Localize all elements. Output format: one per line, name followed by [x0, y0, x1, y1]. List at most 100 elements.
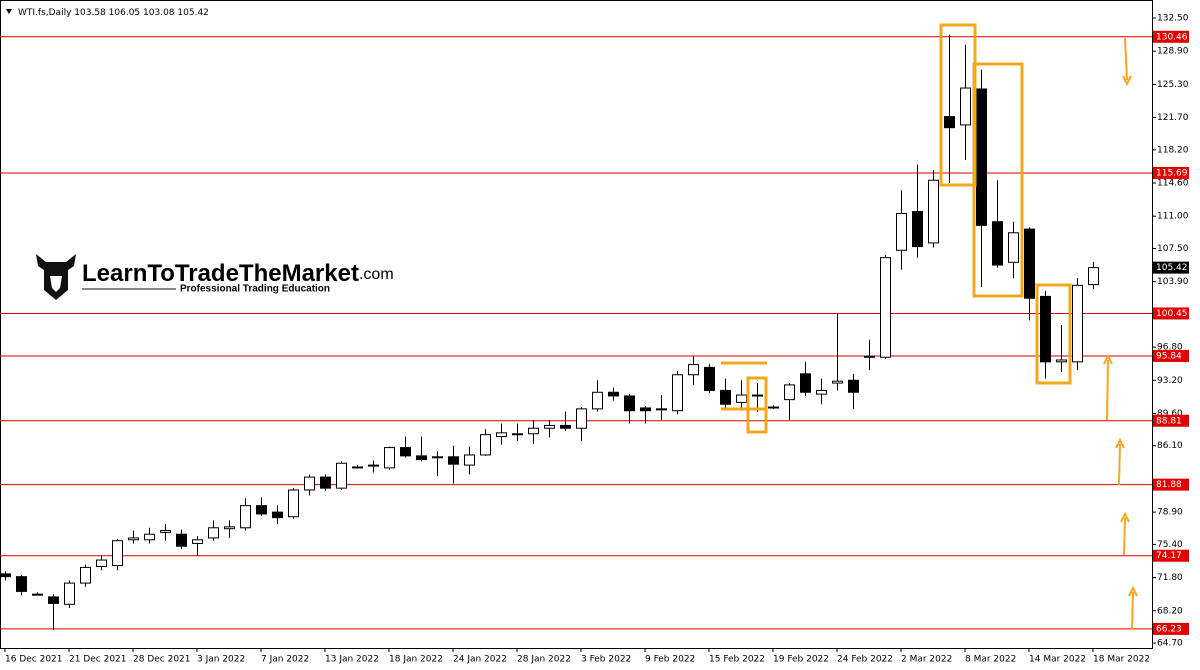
candle-body — [1088, 267, 1099, 286]
candle-body — [448, 456, 459, 465]
candle-body — [576, 408, 587, 429]
arrow — [1131, 591, 1134, 631]
candle-body — [176, 533, 187, 547]
x-tick-label: 15 Feb 2022 — [709, 655, 765, 665]
level-label: 130.46 — [1156, 32, 1188, 42]
plot: 132.50 128.90 125.30 121.70 118.20 114.60 111.… — [0, 13, 1189, 665]
y-tick-label: 107.50 — [1157, 244, 1189, 254]
y-tick-label: 68.20 — [1157, 606, 1183, 616]
candle-body — [48, 596, 59, 604]
x-tick-label: 24 Jan 2022 — [453, 655, 507, 665]
x-tick-label: 3 Jan 2022 — [197, 655, 245, 665]
open-value: 103.58 — [74, 8, 106, 18]
highlight-box — [1035, 283, 1072, 385]
level-label: 88.81 — [1156, 416, 1182, 426]
level-label-bg — [1153, 166, 1189, 179]
candle-body — [544, 424, 555, 429]
menu-icon — [6, 9, 12, 14]
candle-body — [272, 511, 283, 519]
candle-body — [384, 447, 395, 469]
arrow — [1124, 37, 1128, 81]
y-tick-label: 132.50 — [1157, 13, 1189, 23]
level-label: 95.84 — [1156, 351, 1182, 361]
candle-body — [368, 464, 379, 467]
close-value: 105.42 — [177, 8, 209, 18]
high-value: 106.05 — [109, 8, 141, 18]
y-tick-label: 114.60 — [1157, 178, 1189, 188]
x-tick-label: 7 Jan 2022 — [261, 655, 309, 665]
candle-body — [656, 408, 667, 411]
candle-body — [672, 374, 683, 412]
logo-domain: .com — [359, 266, 394, 283]
plot-frame — [0, 0, 1153, 649]
level-label-bg — [1153, 307, 1189, 320]
y-tick-label: 78.90 — [1157, 508, 1183, 518]
y-tick-label: 103.90 — [1157, 277, 1189, 287]
candle-body — [32, 593, 43, 596]
candle-body — [304, 476, 315, 491]
x-tick-label: 9 Feb 2022 — [645, 655, 695, 665]
candle-body — [288, 489, 299, 518]
candle-body — [320, 476, 331, 489]
x-tick-label: 24 Feb 2022 — [837, 655, 893, 665]
candle-body — [96, 559, 107, 568]
candle-body — [928, 179, 939, 244]
candle-body — [848, 379, 859, 393]
arrow-head — [1120, 511, 1130, 523]
candle-body — [128, 537, 139, 541]
arrow-head — [1122, 75, 1132, 87]
candle-body — [1072, 284, 1083, 363]
x-tick-label: 14 Mar 2022 — [1029, 655, 1086, 665]
level-label-bg — [1153, 414, 1189, 427]
annotations — [721, 23, 1138, 631]
logo-text: LearnToTradeTheMarket.com — [82, 260, 394, 287]
price-label-bg — [1153, 261, 1189, 274]
candle-body — [336, 462, 347, 489]
level-label: 81.88 — [1156, 480, 1182, 490]
chart-title: WTI.fs,Daily — [18, 8, 72, 18]
candle-body — [432, 456, 443, 459]
x-tick-label: 8 Mar 2022 — [965, 655, 1016, 665]
candle-body — [896, 212, 907, 251]
arrow — [1118, 443, 1121, 486]
y-tick-label: 121.70 — [1157, 113, 1189, 123]
x-tick-label: 13 Jan 2022 — [325, 655, 379, 665]
candle-body — [224, 526, 235, 530]
arrow-head — [1103, 353, 1113, 365]
candle-body — [1040, 295, 1051, 363]
candle-body — [800, 373, 811, 393]
candle-body — [160, 530, 171, 533]
arrow — [1106, 359, 1109, 421]
x-tick-label: 28 Jan 2022 — [517, 655, 571, 665]
candle-body — [608, 391, 619, 397]
x-tick-label: 28 Dec 2021 — [133, 655, 191, 665]
candle-body — [784, 384, 795, 401]
x-tick-label: 18 Mar 2022 — [1093, 655, 1150, 665]
level-label: 74.17 — [1156, 551, 1182, 561]
highlight-box — [746, 376, 768, 434]
candle-body — [80, 566, 91, 584]
candle-body — [0, 573, 11, 578]
level-label-bg — [1153, 549, 1189, 562]
candle-body — [1056, 359, 1067, 363]
level-label: 66.23 — [1156, 624, 1182, 634]
candle-body — [880, 257, 891, 358]
y-tick-label: 96.80 — [1157, 343, 1183, 353]
candle-body — [720, 389, 731, 405]
candle-body — [496, 432, 507, 438]
symbol: WTI.fs,Daily 103.58 106.05 103.08 105.42 — [18, 8, 209, 18]
candle-body — [768, 406, 779, 409]
candle-body — [528, 427, 539, 435]
y-tick-label: 89.60 — [1157, 409, 1183, 419]
x-tick-label: 2 Mar 2022 — [901, 655, 952, 665]
y-tick-label: 118.20 — [1157, 145, 1189, 155]
x-tick-label: 3 Feb 2022 — [581, 655, 631, 665]
candle-body — [64, 582, 75, 605]
candle-body — [400, 447, 411, 457]
level-label-bg — [1153, 349, 1189, 362]
y-tick-label: 64.70 — [1157, 639, 1183, 649]
price-label: 105.42 — [1156, 263, 1188, 273]
level-label: 100.45 — [1156, 309, 1188, 319]
highlight-box — [972, 62, 1024, 298]
